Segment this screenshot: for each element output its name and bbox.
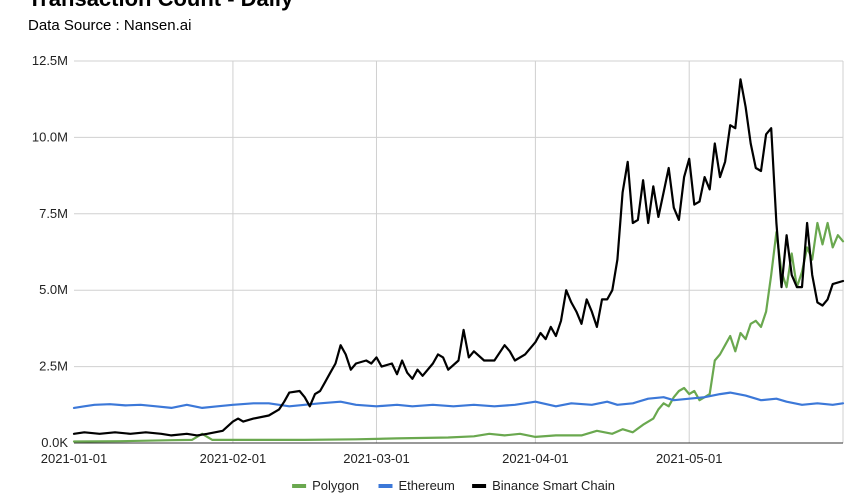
legend-label-polygon: Polygon	[312, 478, 359, 493]
x-tick-label: 2021-01-01	[41, 451, 108, 466]
y-tick-label: 0.0K	[41, 435, 68, 450]
y-tick-label: 10.0M	[32, 129, 68, 144]
y-tick-label: 7.5M	[39, 206, 68, 221]
x-tick-label: 2021-04-01	[502, 451, 569, 466]
chart-subtitle: Data Source : Nansen.ai	[28, 17, 192, 34]
y-tick-label: 12.5M	[32, 53, 68, 68]
series-line-polygon	[72, 221, 845, 443]
x-tick-label: 2021-05-01	[656, 451, 723, 466]
x-tick-label: 2021-03-01	[343, 451, 410, 466]
series-line-ethereum	[72, 391, 845, 409]
axes: 0.0K 2.5M 5.0M 7.5M 10.0M 12.5M 2021-01-01 2021…	[32, 53, 843, 466]
legend-label-binance-smart-chain: Binance Smart Chain	[492, 478, 615, 493]
grid	[74, 60, 844, 443]
y-tick-label: 5.0M	[39, 282, 68, 297]
legend-label-ethereum: Ethereum	[399, 478, 455, 493]
y-tick-label: 2.5M	[39, 359, 68, 374]
series-line-binance-smart-chain	[72, 78, 845, 437]
legend: Polygon Ethereum Binance Smart Chain	[292, 478, 615, 493]
series-lines	[72, 78, 845, 443]
chart-title: Transaction Count - Daily	[28, 0, 293, 12]
x-tick-label: 2021-02-01	[200, 451, 267, 466]
